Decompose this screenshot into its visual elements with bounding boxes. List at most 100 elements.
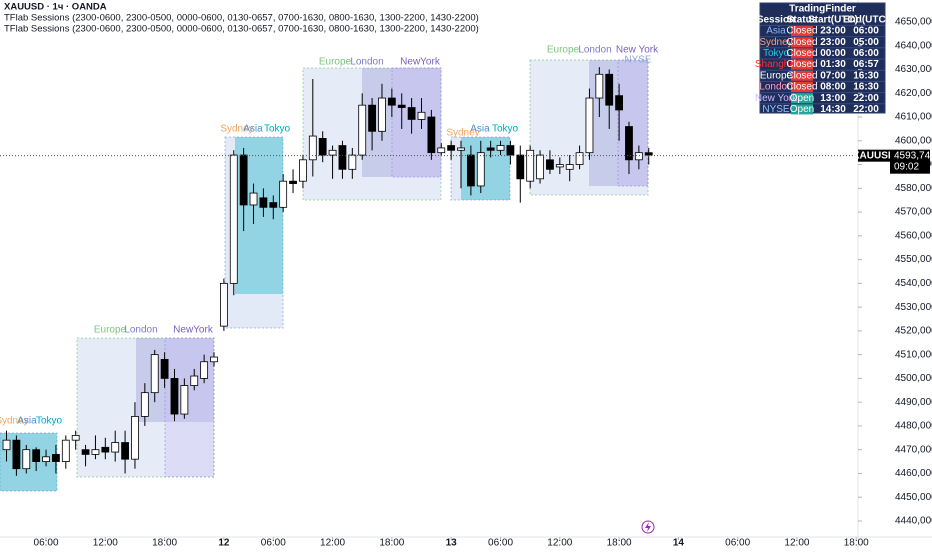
session-label: Europe <box>319 57 352 68</box>
session-label: NYSE <box>624 55 652 66</box>
indicator-label: TFlab Sessions (2300-0600, 2300-0500, 00… <box>4 24 479 35</box>
table-cell: 05:00 <box>853 37 879 48</box>
candle-body <box>397 104 406 108</box>
y-tick-label: 4460,000 <box>895 468 932 479</box>
price-tag-text: 4593,740 <box>894 150 932 161</box>
x-tick-label: 14 <box>673 538 685 549</box>
symbol-tag-text: XAUUSD <box>853 150 895 161</box>
x-tick-label: 18:00 <box>152 538 177 549</box>
table-cell: 23:00 <box>820 37 846 48</box>
candle-body <box>61 439 70 462</box>
symbol-line: XAUUSD · 1ч · OANDA <box>4 2 107 13</box>
x-tick-label: 12:00 <box>320 538 345 549</box>
table-cell: 07:00 <box>820 70 846 81</box>
y-tick-label: 4470,000 <box>895 444 932 455</box>
x-tick-label: 12:00 <box>93 538 118 549</box>
y-tick-label: 4500,000 <box>895 373 932 384</box>
candle-body <box>476 152 485 187</box>
candle-body <box>437 147 446 154</box>
candle-body <box>170 378 179 415</box>
candle-body <box>555 164 564 168</box>
candle-body <box>506 145 515 156</box>
candle-body <box>536 154 544 180</box>
status-cell <box>791 48 813 59</box>
session-box <box>617 59 649 187</box>
session-label: NewYork <box>400 57 441 68</box>
y-tick-label: 4580,000 <box>895 183 932 194</box>
session-label: London <box>124 325 157 336</box>
candle-body <box>575 152 584 165</box>
y-tick-label: 4450,000 <box>895 492 932 503</box>
candle-body <box>486 147 495 151</box>
candle-body <box>210 356 218 363</box>
table-header: Start(UTC) <box>808 15 858 26</box>
y-tick-label: 4480,000 <box>895 421 932 432</box>
candle-body <box>348 154 357 170</box>
candle-body <box>12 439 21 470</box>
table-cell: Closed <box>786 59 817 70</box>
session-label: Sydney <box>0 416 29 427</box>
table-header: Session <box>757 15 795 26</box>
table-cell: 14:30 <box>820 104 846 115</box>
table-cell: 08:00 <box>820 82 846 93</box>
table-cell: 13:00 <box>820 93 846 104</box>
candle-body <box>229 154 238 284</box>
candle-body <box>121 442 129 460</box>
event-icon[interactable] <box>641 520 655 534</box>
candle-body <box>328 149 337 156</box>
table-cell: 22:00 <box>853 104 879 115</box>
table-cell: 16:30 <box>853 70 879 81</box>
candle-body <box>259 197 268 208</box>
candle-body <box>279 180 288 208</box>
table-cell: NYSE <box>762 104 790 115</box>
session-label: Tokyo <box>264 124 291 135</box>
table-cell: Asia <box>766 26 786 37</box>
candle-body <box>111 442 120 453</box>
session-label: New York <box>616 45 659 56</box>
candle-body <box>378 97 386 132</box>
candle-body <box>634 152 643 161</box>
candle-body <box>131 416 139 460</box>
y-tick-label: 4520,000 <box>895 326 932 337</box>
candle-body <box>91 449 100 455</box>
table-cell: Shanghai <box>755 59 797 70</box>
candle-body <box>42 456 50 462</box>
candle-body <box>140 392 149 417</box>
candle-body <box>338 145 347 170</box>
x-tick-label: 06:00 <box>488 538 513 549</box>
candle-body <box>358 104 367 156</box>
table-cell: Open <box>790 104 814 115</box>
candle-body <box>2 439 11 451</box>
candle-body <box>150 354 159 394</box>
candle-body <box>407 107 416 120</box>
y-tick-label: 4550,000 <box>895 254 932 265</box>
session-label: NewYork <box>173 325 214 336</box>
x-tick-label: 06:00 <box>261 538 286 549</box>
table-cell: 23:00 <box>820 26 846 37</box>
candle-body <box>368 104 376 132</box>
candle-body <box>595 73 604 99</box>
x-tick-label: 06:00 <box>725 538 750 549</box>
session-label: Sydney <box>446 128 479 139</box>
y-tick-label: 4600,000 <box>895 135 932 146</box>
table-cell: Sydney <box>759 37 792 48</box>
candle-body <box>160 358 169 379</box>
status-cell <box>791 59 813 70</box>
status-cell <box>791 37 813 48</box>
y-tick-label: 4510,000 <box>895 349 932 360</box>
candle-body <box>516 154 525 180</box>
candle-body <box>447 145 456 151</box>
table-cell: Closed <box>786 37 817 48</box>
table-bg <box>759 2 886 114</box>
y-tick-label: 4440,000 <box>895 516 932 527</box>
table-cell: Tokyo <box>763 48 790 59</box>
candle-body <box>466 154 475 187</box>
candle-body <box>249 192 258 206</box>
table-cell: 16:30 <box>853 82 879 93</box>
status-cell <box>791 104 813 115</box>
countdown: 09:02 <box>894 161 919 172</box>
table-cell: 06:00 <box>853 48 879 59</box>
candle-body <box>625 126 633 161</box>
